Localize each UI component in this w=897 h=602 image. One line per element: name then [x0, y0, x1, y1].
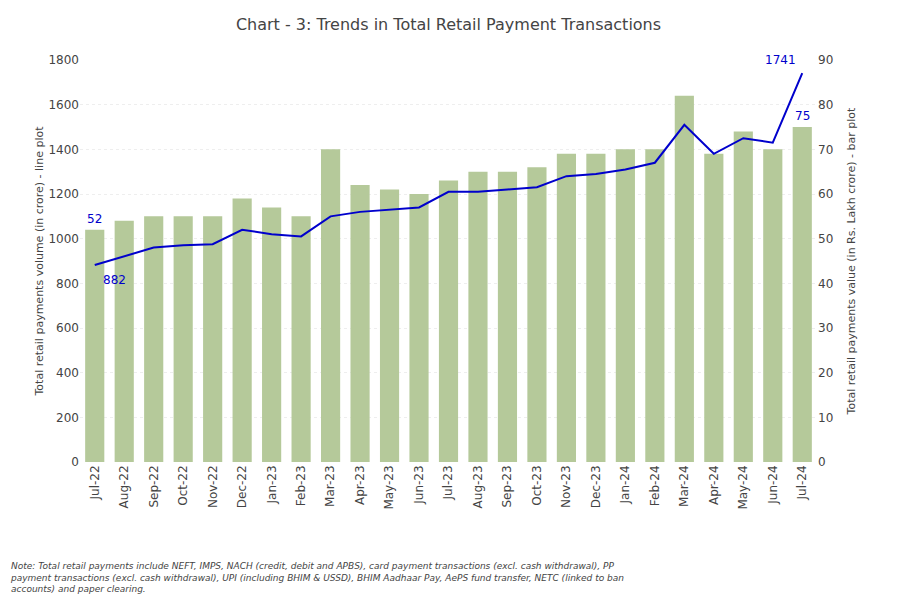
svg-text:80: 80 — [818, 98, 833, 112]
svg-text:90: 90 — [818, 53, 833, 67]
svg-text:52: 52 — [87, 212, 102, 226]
svg-text:Note: Total retail payments in: Note: Total retail payments include NEFT… — [10, 561, 624, 594]
svg-text:Mar-23: Mar-23 — [323, 465, 337, 506]
svg-text:Aug-22: Aug-22 — [117, 465, 131, 508]
svg-text:0: 0 — [818, 455, 826, 469]
svg-text:Jul-23: Jul-23 — [441, 465, 455, 500]
svg-text:400: 400 — [56, 366, 79, 380]
svg-text:Dec-23: Dec-23 — [589, 465, 603, 508]
svg-text:882: 882 — [103, 273, 126, 287]
svg-text:Total retail payments volume (: Total retail payments volume (in crore) … — [33, 126, 46, 397]
svg-text:Total retail payments value (i: Total retail payments value (in Rs. Lakh… — [845, 107, 858, 415]
svg-text:1800: 1800 — [48, 53, 79, 67]
svg-text:200: 200 — [56, 411, 79, 425]
svg-text:Jul-22: Jul-22 — [88, 465, 102, 500]
svg-text:10: 10 — [818, 411, 833, 425]
svg-text:1741: 1741 — [765, 53, 796, 67]
svg-text:Sep-23: Sep-23 — [500, 465, 514, 507]
svg-text:Feb-23: Feb-23 — [294, 465, 308, 506]
svg-text:Jan-24: Jan-24 — [618, 465, 632, 504]
svg-text:Feb-24: Feb-24 — [648, 465, 662, 506]
svg-text:Jul-24: Jul-24 — [795, 465, 809, 500]
svg-text:Nov-22: Nov-22 — [206, 465, 220, 508]
svg-text:40: 40 — [818, 277, 833, 291]
svg-text:Sep-22: Sep-22 — [147, 465, 161, 507]
svg-text:1400: 1400 — [48, 143, 79, 157]
svg-text:Chart - 3: Trends in Total Ret: Chart - 3: Trends in Total Retail Paymen… — [236, 15, 661, 34]
svg-text:1200: 1200 — [48, 187, 79, 201]
svg-text:30: 30 — [818, 321, 833, 335]
svg-text:Apr-24: Apr-24 — [707, 465, 721, 505]
svg-text:75: 75 — [795, 109, 810, 123]
svg-text:0: 0 — [71, 455, 79, 469]
svg-text:20: 20 — [818, 366, 833, 380]
svg-text:Jan-23: Jan-23 — [265, 465, 279, 504]
svg-text:70: 70 — [818, 143, 833, 157]
svg-text:Apr-23: Apr-23 — [353, 465, 367, 505]
svg-text:Oct-23: Oct-23 — [530, 465, 544, 505]
svg-text:Mar-24: Mar-24 — [677, 465, 691, 506]
svg-text:Dec-22: Dec-22 — [235, 465, 249, 508]
svg-text:800: 800 — [56, 277, 79, 291]
svg-text:Jun-24: Jun-24 — [766, 465, 780, 504]
svg-text:1600: 1600 — [48, 98, 79, 112]
svg-text:Jun-23: Jun-23 — [412, 465, 426, 504]
svg-text:600: 600 — [56, 321, 79, 335]
svg-text:Aug-23: Aug-23 — [471, 465, 485, 508]
svg-text:Oct-22: Oct-22 — [176, 465, 190, 505]
svg-text:50: 50 — [818, 232, 833, 246]
svg-text:May-24: May-24 — [736, 465, 750, 509]
svg-text:60: 60 — [818, 187, 833, 201]
svg-text:1000: 1000 — [48, 232, 79, 246]
svg-text:May-23: May-23 — [382, 465, 396, 509]
svg-text:Nov-23: Nov-23 — [559, 465, 573, 508]
